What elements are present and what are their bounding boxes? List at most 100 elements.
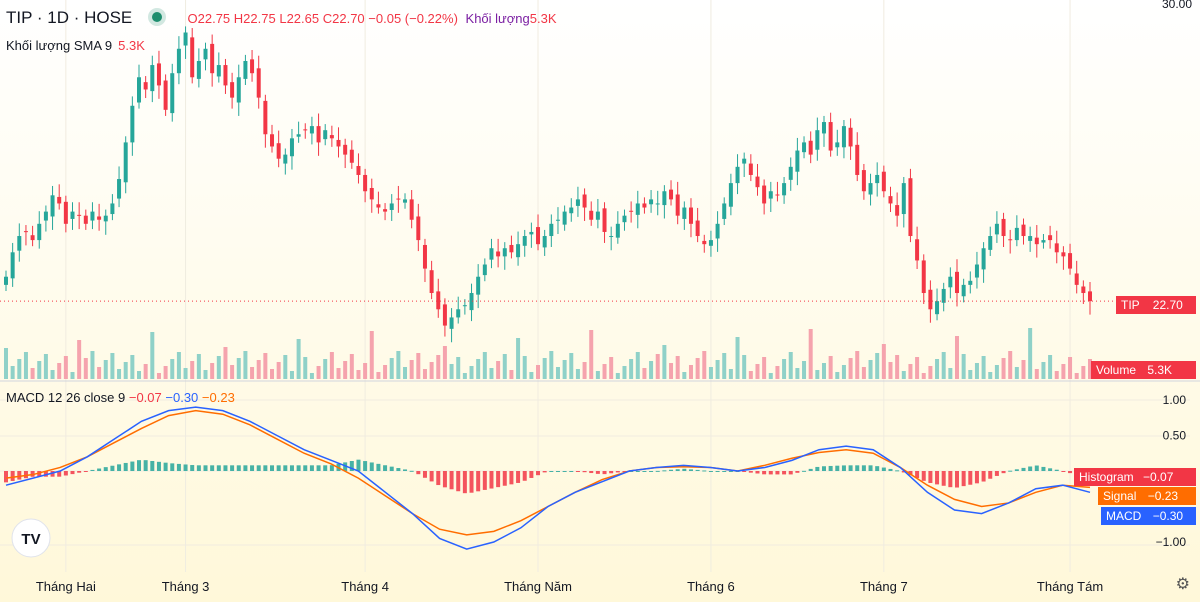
histogram-bar bbox=[649, 471, 654, 472]
candle-body bbox=[649, 199, 654, 205]
histogram-bar bbox=[795, 471, 800, 473]
volume-bar bbox=[190, 361, 195, 379]
candle-body bbox=[150, 65, 155, 92]
volume-bar bbox=[895, 355, 900, 379]
histogram-bar bbox=[562, 471, 567, 472]
histogram-bar bbox=[190, 465, 195, 471]
histogram-bar bbox=[935, 471, 940, 485]
candle-body bbox=[23, 231, 28, 233]
volume-bar bbox=[881, 344, 886, 379]
price-axis-tick: 30.00 bbox=[1162, 0, 1192, 11]
histogram-bar bbox=[403, 469, 408, 471]
histogram-bar bbox=[961, 471, 966, 487]
signal-tag-value: −0.23 bbox=[1147, 489, 1179, 503]
candle-body bbox=[768, 191, 773, 199]
candle-body bbox=[595, 211, 600, 220]
volume-bar bbox=[230, 365, 235, 379]
histogram-bar bbox=[283, 465, 288, 471]
candle-body bbox=[50, 195, 55, 217]
x-axis-tick: Tháng 6 bbox=[687, 579, 735, 594]
close-value: C22.70 bbox=[322, 11, 365, 26]
volume-bar bbox=[735, 337, 740, 379]
volume-bar bbox=[143, 364, 148, 379]
volume-bar bbox=[336, 368, 341, 379]
histogram-bar bbox=[908, 471, 913, 476]
histogram-bar bbox=[90, 469, 95, 471]
volume-bar bbox=[10, 366, 15, 379]
candle-body bbox=[1001, 218, 1006, 237]
histogram-bar bbox=[270, 465, 275, 471]
volume-bar bbox=[389, 358, 394, 379]
candle-body bbox=[529, 231, 534, 235]
volume-bar bbox=[83, 358, 88, 379]
volume-bar bbox=[722, 353, 727, 379]
candle-body bbox=[309, 126, 314, 134]
histogram-bar bbox=[768, 471, 773, 475]
candle-body bbox=[1048, 235, 1053, 241]
volume-bar bbox=[1061, 364, 1066, 379]
histogram-bar bbox=[602, 471, 607, 475]
volume-bar bbox=[476, 359, 481, 379]
histogram-tag-value: −0.07 bbox=[1143, 470, 1174, 484]
histogram-bar bbox=[363, 461, 368, 471]
volume-bar bbox=[549, 351, 554, 379]
volume-bar bbox=[137, 371, 142, 379]
candle-body bbox=[948, 276, 953, 288]
volume-bar bbox=[708, 367, 713, 379]
volume-bar bbox=[1054, 371, 1059, 379]
histogram-bar bbox=[821, 466, 826, 471]
volume-bar bbox=[363, 363, 368, 379]
histogram-bar bbox=[642, 471, 647, 472]
candle-body bbox=[868, 183, 873, 195]
volume-bar bbox=[23, 352, 28, 379]
volume-bar bbox=[655, 354, 660, 379]
candle-body bbox=[549, 223, 554, 237]
candle-body bbox=[821, 122, 826, 134]
candle-body bbox=[602, 208, 607, 232]
histogram-bar bbox=[449, 471, 454, 490]
histogram-bar bbox=[715, 471, 720, 472]
price-tag-value: 22.70 bbox=[1152, 298, 1183, 312]
candle-body bbox=[875, 174, 880, 184]
histogram-bar bbox=[110, 465, 115, 471]
histogram-bar bbox=[243, 465, 248, 471]
histogram-bar bbox=[1034, 465, 1039, 471]
volume-bar bbox=[522, 356, 527, 379]
histogram-bar bbox=[296, 465, 301, 471]
candle-body bbox=[622, 215, 627, 223]
candle-body bbox=[788, 166, 793, 180]
histogram-bar bbox=[981, 471, 986, 482]
histogram-bar bbox=[655, 470, 660, 472]
candle-body bbox=[516, 244, 521, 258]
candle-body bbox=[522, 236, 527, 246]
volume-bar bbox=[316, 366, 321, 379]
volume-bar bbox=[615, 373, 620, 379]
x-axis-tick: Tháng 4 bbox=[341, 579, 389, 594]
histogram-bar bbox=[83, 471, 88, 472]
histogram-bar bbox=[1048, 468, 1053, 471]
candle-body bbox=[782, 183, 787, 196]
histogram-bar bbox=[150, 460, 155, 471]
histogram-bar bbox=[708, 471, 713, 472]
volume-bar bbox=[289, 371, 294, 379]
histogram-bar bbox=[250, 465, 255, 471]
volume-bar bbox=[196, 354, 201, 379]
x-axis-tick: Tháng Năm bbox=[504, 579, 572, 594]
volume-bar bbox=[1028, 328, 1033, 379]
macd-legend-macd: −0.30 bbox=[165, 390, 199, 405]
histogram-bar bbox=[815, 466, 820, 471]
volume-bar bbox=[675, 356, 680, 379]
histogram-bar bbox=[383, 465, 388, 471]
candle-body bbox=[742, 158, 747, 164]
volume-bar bbox=[236, 358, 241, 379]
volume-bar bbox=[482, 352, 487, 379]
volume-bar bbox=[442, 346, 447, 379]
high-value: H22.75 bbox=[233, 11, 276, 26]
histogram-bar bbox=[921, 471, 926, 481]
volume-bar bbox=[77, 340, 82, 379]
volume-bar bbox=[602, 364, 607, 379]
volume-bar bbox=[901, 371, 906, 379]
settings-gear-icon[interactable]: ⚙ bbox=[1175, 576, 1190, 593]
histogram-bar bbox=[57, 471, 62, 477]
